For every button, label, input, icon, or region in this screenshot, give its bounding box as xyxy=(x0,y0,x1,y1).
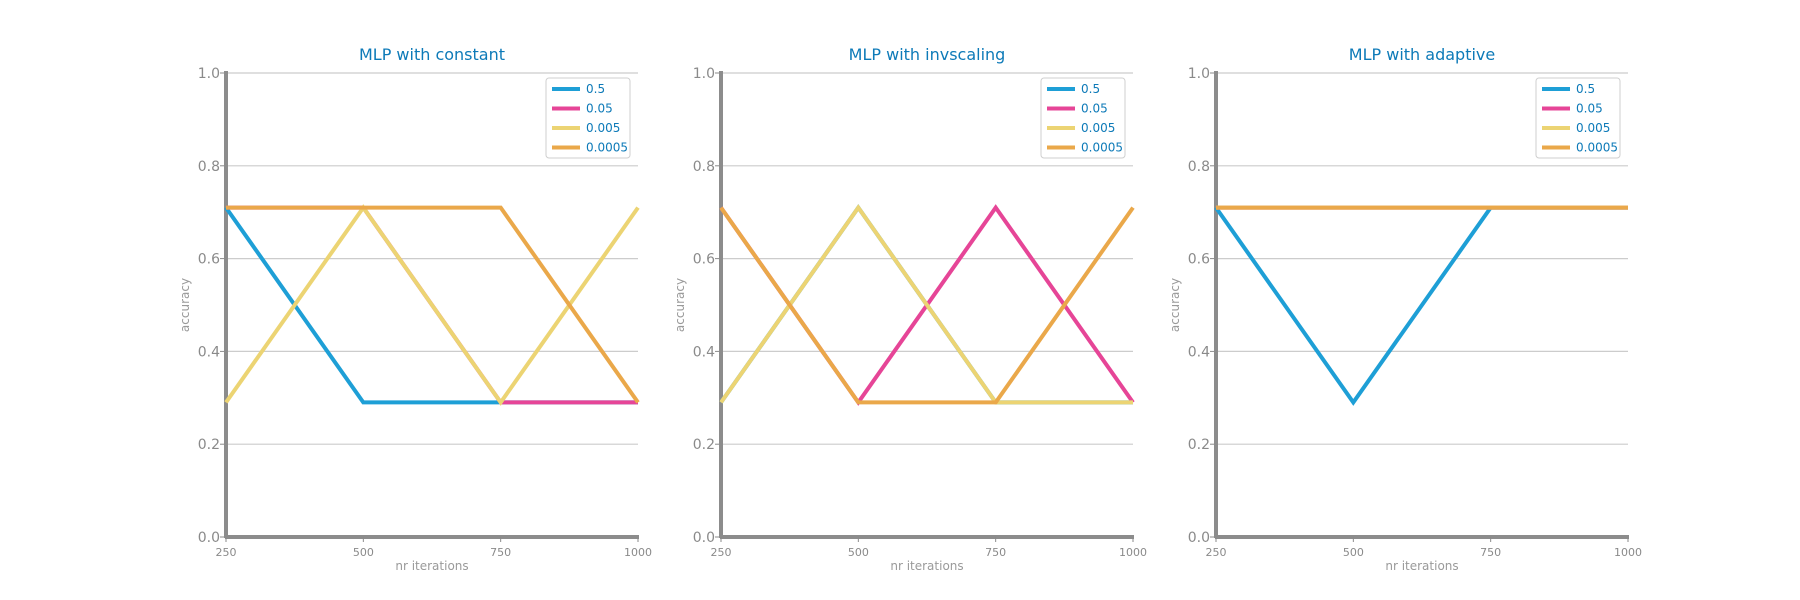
y-tick-label: 0.2 xyxy=(198,437,220,453)
y-tick-label: 0.0 xyxy=(198,530,220,546)
legend-label: 0.05 xyxy=(1576,102,1603,116)
x-tick-label: 750 xyxy=(985,546,1006,559)
legend-label: 0.5 xyxy=(586,82,605,96)
x-axis-label: nr iterations xyxy=(395,559,468,573)
y-tick-label: 1.0 xyxy=(693,66,715,82)
x-tick-label: 500 xyxy=(1343,546,1364,559)
y-tick-label: 0.2 xyxy=(1188,437,1210,453)
legend-label: 0.5 xyxy=(1576,82,1595,96)
y-tick-label: 1.0 xyxy=(1188,66,1210,82)
series-line-4 xyxy=(719,206,1135,405)
chart-panel-1: MLP with constant 0.0 0.2 0.4 0.6 0.8 1.0 250 50… xyxy=(178,45,652,573)
chart-title: MLP with invscaling xyxy=(849,45,1006,64)
legend-label: 0.0005 xyxy=(586,141,628,155)
x-tick-label: 750 xyxy=(490,546,511,559)
x-tick-label: 1000 xyxy=(1614,546,1642,559)
x-tick-label: 1000 xyxy=(624,546,652,559)
legend: 0.5 0.05 0.005 0.0005 xyxy=(545,77,631,159)
y-tick-label: 0.8 xyxy=(693,159,715,175)
legend-box xyxy=(1535,77,1621,159)
legend-label: 0.005 xyxy=(1576,121,1610,135)
chart-panel-3: MLP with adaptive 0.0 0.2 0.4 0.6 0.8 1.0 250 50… xyxy=(1168,45,1642,573)
x-tick-label: 250 xyxy=(216,546,237,559)
y-axis-label: accuracy xyxy=(1168,278,1182,332)
y-axis-label: accuracy xyxy=(178,278,192,332)
legend-box xyxy=(1040,77,1126,159)
series-line-1 xyxy=(1214,205,1628,406)
chart-panel-2: MLP with invscaling 0.0 0.2 0.4 0.6 0.8 1.0 250… xyxy=(673,45,1147,573)
chart-title: MLP with adaptive xyxy=(1349,45,1495,64)
legend-label: 0.5 xyxy=(1081,82,1100,96)
legend-label: 0.05 xyxy=(586,102,613,116)
legend-label: 0.005 xyxy=(586,121,620,135)
legend: 0.5 0.05 0.005 0.0005 xyxy=(1535,77,1621,159)
x-axis-label: nr iterations xyxy=(1385,559,1458,573)
x-axis-label: nr iterations xyxy=(890,559,963,573)
legend-label: 0.0005 xyxy=(1576,141,1618,155)
y-tick-label: 0.2 xyxy=(693,437,715,453)
x-tick-label: 500 xyxy=(353,546,374,559)
x-tick-label: 250 xyxy=(711,546,732,559)
legend-box xyxy=(545,77,631,159)
legend-label: 0.05 xyxy=(1081,102,1108,116)
y-tick-label: 0.4 xyxy=(1188,344,1210,360)
series-line-3 xyxy=(719,204,1133,405)
y-tick-label: 0.6 xyxy=(693,252,715,268)
y-tick-label: 0.6 xyxy=(1188,252,1210,268)
y-tick-label: 0.0 xyxy=(693,530,715,546)
series-line-3 xyxy=(224,204,640,406)
y-tick-label: 0.0 xyxy=(1188,530,1210,546)
y-tick-label: 0.8 xyxy=(198,159,220,175)
series-line-4 xyxy=(226,205,640,404)
legend-label: 0.005 xyxy=(1081,121,1115,135)
x-tick-label: 1000 xyxy=(1119,546,1147,559)
y-tick-label: 0.8 xyxy=(1188,159,1210,175)
y-tick-label: 1.0 xyxy=(198,66,220,82)
legend: 0.5 0.05 0.005 0.0005 xyxy=(1040,77,1126,159)
y-tick-label: 0.4 xyxy=(693,344,715,360)
x-tick-label: 250 xyxy=(1206,546,1227,559)
x-tick-label: 500 xyxy=(848,546,869,559)
chart-title: MLP with constant xyxy=(359,45,505,64)
y-axis-label: accuracy xyxy=(673,278,687,332)
y-tick-label: 0.4 xyxy=(198,344,220,360)
x-tick-label: 750 xyxy=(1480,546,1501,559)
legend-label: 0.0005 xyxy=(1081,141,1123,155)
y-tick-label: 0.6 xyxy=(198,252,220,268)
